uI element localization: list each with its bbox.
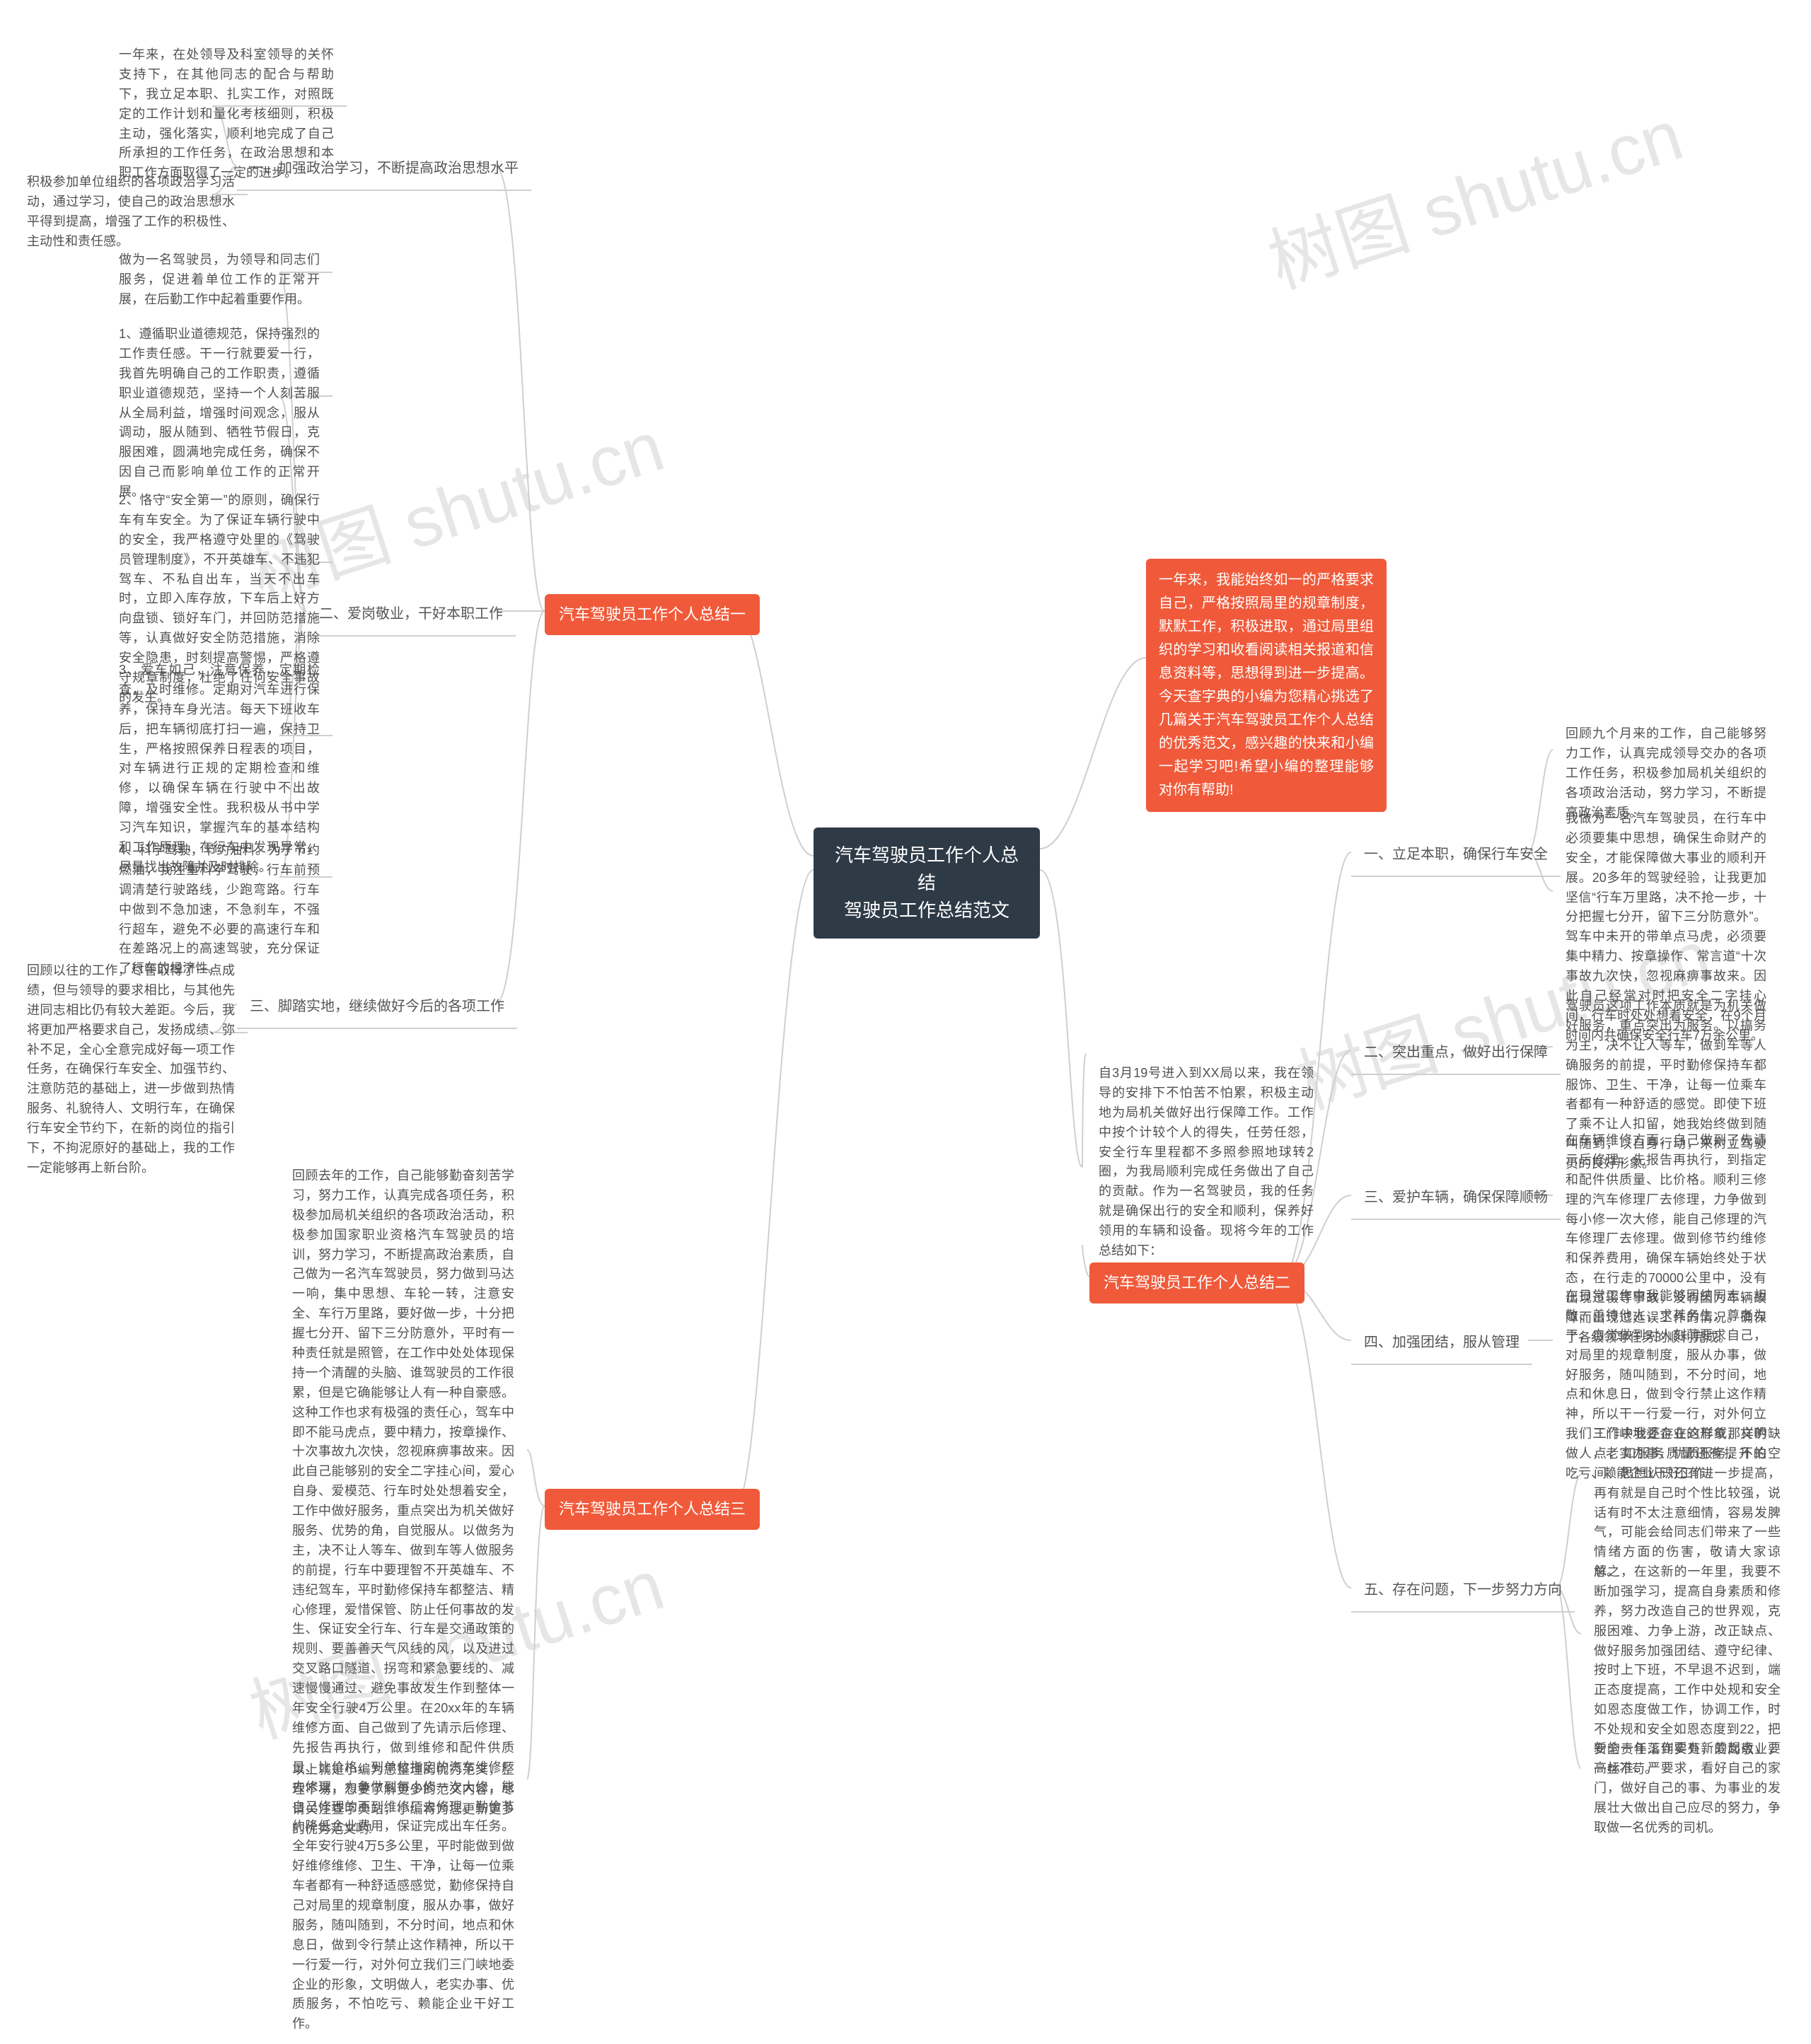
b2-intro: 自3月19号进入到XX局以来，我在领导的安排下不怕苦不怕累，积极主动地为局机关做…: [1086, 1054, 1326, 1271]
branch-3: 汽车驾驶员工作个人总结三: [545, 1489, 760, 1530]
branch-1: 汽车驾驶员工作个人总结一: [545, 594, 760, 635]
b1-s2-leaf-0: 做为一名驾驶员，为领导和同志们服务，促进着单位工作的正常开展，在后勤工作中起着重…: [106, 240, 332, 320]
b1-s3: 三、脚踏实地，继续做好今后的各项工作: [237, 987, 517, 1026]
b2-s3: 三、爱护车辆，确保保障顺畅: [1351, 1178, 1561, 1217]
b3-leaf-0: 回顾去年的工作，自己能够勤奋刻苦学习，努力工作，认真完成各项任务，积极参加局机关…: [279, 1156, 527, 2044]
b2-s2: 二、突出重点，做好出行保障: [1351, 1033, 1561, 1072]
intro-node: 一年来，我能始终如一的严格要求自己，严格按照局里的规章制度，默默工作，积极进取，…: [1146, 559, 1387, 812]
b2-s5-leaf-2: 新的一年工作要有新的起点，要高标准、严要求，看好自己的家门，做好自己的事、为事业…: [1581, 1729, 1793, 1847]
b1-s2: 二、爱岗敬业，干好本职工作: [306, 594, 516, 634]
b2-s5: 五、存在问题，下一步努力方向: [1351, 1570, 1575, 1610]
root-line2: 驾驶员工作总结范文: [831, 897, 1023, 924]
b3-leaf-1: 以上就是小编为您整理的优秀范文，整理不易，想要了解更多的范文内容，尽请关注查字典…: [279, 1750, 527, 1850]
b2-s4: 四、加强团结，服从管理: [1351, 1323, 1532, 1362]
b2-s1: 一、立足本职，确保行车安全: [1351, 835, 1561, 874]
root-line1: 汽车驾驶员工作个人总结: [831, 842, 1023, 897]
root-node: 汽车驾驶员工作个人总结 驾驶员工作总结范文: [814, 828, 1040, 939]
watermark: 树图 shutu.cn: [1254, 78, 1693, 308]
b1-s3-leaf-0: 回顾以往的工作，尽管取得了一点成绩，但与领导的要求相比，与其他先进同志相比仍有较…: [14, 951, 248, 1188]
